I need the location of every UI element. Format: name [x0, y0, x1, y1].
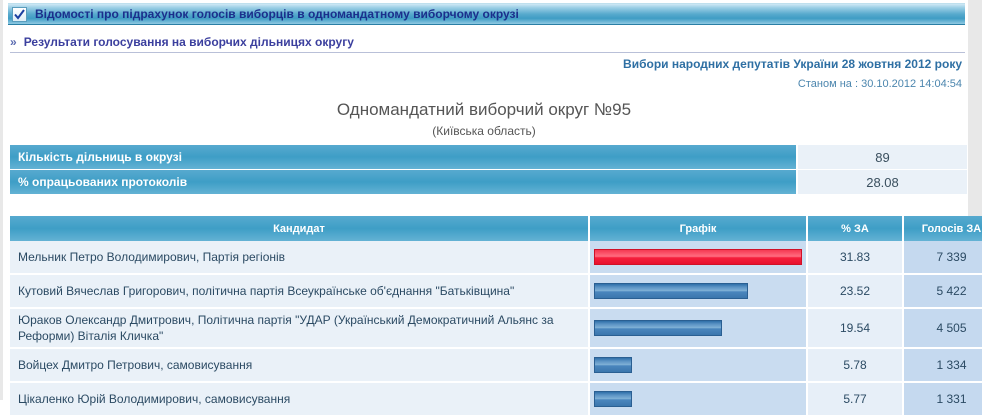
- percent-cell: 5.77: [807, 382, 904, 417]
- summary-label-stations: Кількість дільниць в окрузі: [10, 145, 796, 169]
- summary-table: Кількість дільниць в окрузі 89 % опрацьо…: [10, 144, 967, 195]
- summary-value-protocols: 28.08: [796, 170, 967, 194]
- breadcrumb-chevron-icon: »: [10, 34, 17, 49]
- results-table-body: Мельник Петро Володимирович, Партія регі…: [10, 241, 982, 417]
- breadcrumb: » Результати голосування на виборчих діл…: [10, 31, 965, 53]
- summary-label-protocols: % опрацьованих протоколів: [10, 170, 796, 194]
- vote-share-bar: [594, 391, 632, 407]
- table-row: Мельник Петро Володимирович, Партія регі…: [10, 241, 982, 275]
- candidate-name-cell: Юраков Олександр Дмитрович, Політична па…: [10, 308, 590, 349]
- percent-cell: 31.83: [807, 241, 904, 275]
- vote-share-bar: [594, 283, 748, 299]
- window-title-bar: Відомості про підрахунок голосів виборці…: [8, 3, 965, 25]
- checkbox-checked-icon[interactable]: [12, 6, 27, 22]
- summary-table-body: Кількість дільниць в окрузі 89 % опрацьо…: [10, 145, 967, 194]
- candidate-name-cell: Войцех Дмитро Петрович, самовисування: [10, 348, 590, 383]
- election-title: Вибори народних депутатів України 28 жов…: [623, 57, 962, 71]
- results-table: Кандидат Графік % ЗА Голосів ЗА Мельник …: [10, 216, 982, 417]
- votes-cell: 7 339: [903, 241, 982, 275]
- vote-share-bar: [594, 320, 722, 336]
- percent-cell: 5.78: [807, 348, 904, 383]
- percent-cell: 19.54: [807, 308, 904, 349]
- column-header-candidate: Кандидат: [10, 216, 590, 241]
- page-subtitle-region: (Київська область): [432, 124, 536, 138]
- window-title: Відомості про підрахунок голосів виборці…: [35, 7, 519, 21]
- table-row: Цікаленко Юрій Володимирович, самовисува…: [10, 382, 982, 417]
- candidate-bar-cell: [589, 241, 808, 275]
- table-row: Кількість дільниць в окрузі 89: [10, 145, 967, 169]
- column-header-graph: Графік: [589, 216, 808, 241]
- table-row: Юраков Олександр Дмитрович, Політична па…: [10, 308, 982, 349]
- table-header-row: Кандидат Графік % ЗА Голосів ЗА: [10, 216, 982, 241]
- column-header-votes: Голосів ЗА: [903, 216, 982, 241]
- candidate-bar-cell: [589, 308, 808, 349]
- left-gutter: [0, 0, 3, 400]
- candidate-name-cell: Кутовий Вячеслав Григорович, політична п…: [10, 274, 590, 309]
- candidate-bar-cell: [589, 382, 808, 417]
- candidate-name-cell: Мельник Петро Володимирович, Партія регі…: [10, 241, 590, 275]
- table-row: Войцех Дмитро Петрович, самовисування 5.7…: [10, 348, 982, 383]
- vote-share-bar: [594, 249, 802, 265]
- candidate-bar-cell: [589, 348, 808, 383]
- votes-cell: 1 334: [903, 348, 982, 383]
- table-row: % опрацьованих протоколів 28.08: [10, 170, 967, 194]
- candidate-name-cell: Цікаленко Юрій Володимирович, самовисува…: [10, 382, 590, 417]
- page-title: Одномандатний виборчий округ №95: [336, 100, 632, 119]
- votes-cell: 1 331: [903, 382, 982, 417]
- candidate-bar-cell: [589, 274, 808, 309]
- percent-cell: 23.52: [807, 274, 904, 309]
- votes-cell: 5 422: [903, 274, 982, 309]
- status-timestamp: Станом на : 30.10.2012 14:04:54: [797, 78, 962, 90]
- votes-cell: 4 505: [903, 308, 982, 349]
- vote-share-bar: [594, 357, 632, 373]
- summary-value-stations: 89: [796, 145, 967, 169]
- table-row: Кутовий Вячеслав Григорович, політична п…: [10, 274, 982, 309]
- breadcrumb-link-polling-stations[interactable]: Результати голосування на виборчих дільн…: [23, 34, 354, 49]
- column-header-percent: % ЗА: [807, 216, 904, 241]
- results-table-head: Кандидат Графік % ЗА Голосів ЗА: [10, 216, 982, 241]
